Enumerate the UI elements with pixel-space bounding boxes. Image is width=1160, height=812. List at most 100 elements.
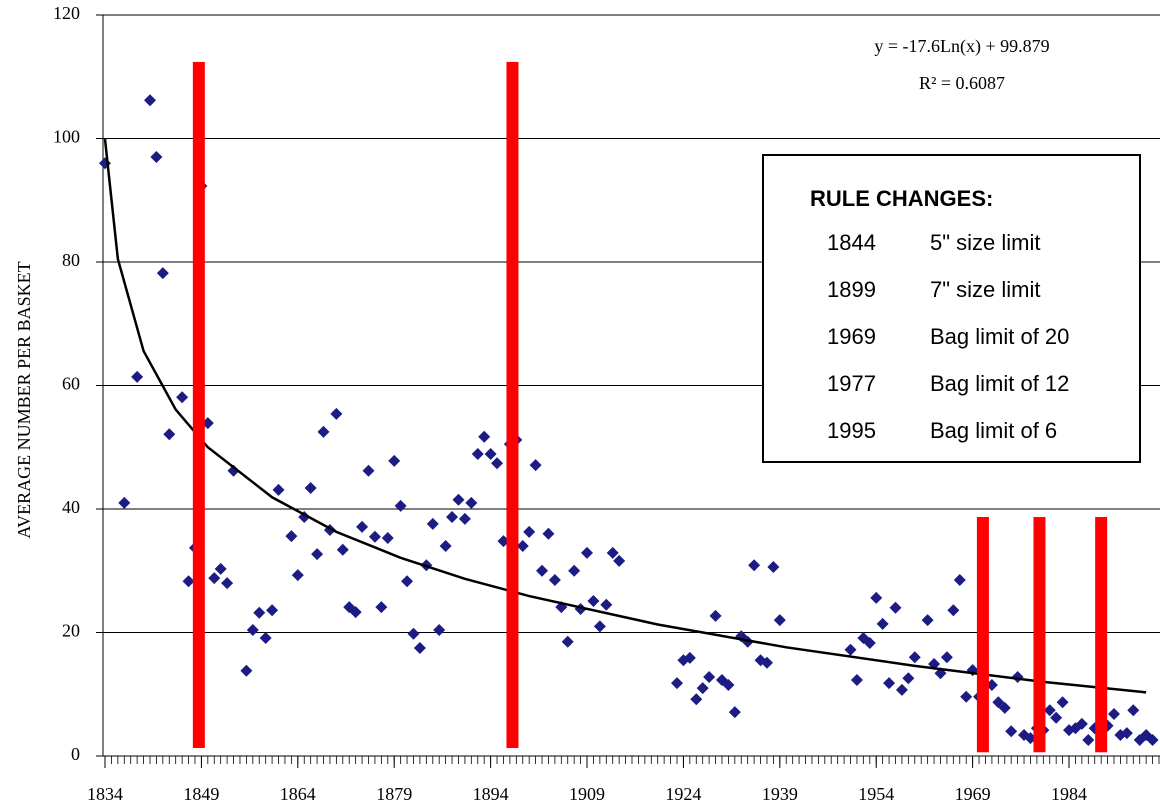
data-point [446,511,459,524]
y-tick-label: 120 [53,3,80,23]
data-point [356,520,369,533]
data-point [259,632,272,645]
data-point [362,464,375,477]
data-point [240,664,253,677]
data-point [336,543,349,556]
data-point [1127,704,1140,717]
x-tick-label: 1879 [376,784,412,804]
rule-change-line [506,61,519,748]
data-point [176,391,189,404]
data-point [407,627,420,640]
data-point [413,641,426,654]
x-tick-label: 1909 [569,784,605,804]
data-point [266,604,279,617]
x-tick-label: 1849 [183,784,219,804]
data-point [690,693,703,706]
data-point [471,448,484,461]
rule-year: 1977 [827,371,876,396]
data-point [368,530,381,543]
data-point [561,635,574,648]
x-tick-label: 1984 [1051,784,1087,804]
data-point [587,595,600,608]
rule-text: 7" size limit [930,277,1041,302]
rule-text: Bag limit of 20 [930,324,1069,349]
data-point [876,617,889,630]
data-point [1082,733,1095,746]
trend-r-squared: R² = 0.6087 [919,73,1005,93]
data-point [844,643,857,656]
data-point [484,448,497,461]
data-point [317,425,330,438]
data-point [581,546,594,559]
y-tick-label: 40 [62,497,80,517]
data-point [246,624,259,637]
data-point [568,564,581,577]
data-point [478,430,491,443]
data-point [889,601,902,614]
data-point [1043,704,1056,717]
data-point [118,496,131,509]
data-point [947,604,960,617]
data-point [773,614,786,627]
data-point [150,151,163,164]
data-point [600,598,613,611]
data-point [548,574,561,587]
data-point [670,677,683,690]
data-point [433,624,446,637]
data-point [728,706,741,719]
data-point [452,493,465,506]
data-point [523,525,536,538]
rule-year: 1899 [827,277,876,302]
data-point [227,464,240,477]
x-tick-label: 1969 [955,784,991,804]
x-tick-label: 1939 [762,784,798,804]
data-point [613,554,626,567]
data-point [883,677,896,690]
data-point [375,601,388,614]
data-point [863,636,876,649]
data-point [208,572,221,585]
data-point [426,517,439,530]
data-point [182,575,195,588]
x-tick-label: 1864 [280,784,316,804]
rule-changes-box [762,154,1141,463]
data-point [304,482,317,495]
rule-change-line [976,517,989,753]
data-point [394,499,407,512]
data-point [895,683,908,696]
data-point [1075,717,1088,730]
y-tick-label: 100 [53,127,80,147]
data-point [940,651,953,664]
data-point [960,690,973,703]
data-point [722,678,735,691]
data-point [1050,711,1063,724]
data-point [593,620,606,633]
data-point [516,540,529,553]
data-point [709,609,722,622]
x-tick-label: 1924 [665,784,701,804]
data-point [291,569,304,582]
rule-text: Bag limit of 6 [930,418,1057,443]
data-point [767,561,780,574]
y-tick-label: 0 [71,744,80,764]
data-point [760,656,773,669]
data-point [381,532,394,545]
data-point [1108,708,1121,721]
data-point [349,606,362,619]
data-point [908,651,921,664]
data-point [253,606,266,619]
data-point [221,577,234,590]
data-point [131,370,144,383]
data-point [388,454,401,467]
data-point [491,457,504,470]
rule-year: 1995 [827,418,876,443]
rule-text: Bag limit of 12 [930,371,1069,396]
data-point [542,527,555,540]
data-point [156,267,169,280]
data-point [850,674,863,687]
data-point [214,562,227,575]
rule-changes-title: RULE CHANGES: [810,186,993,211]
data-point [870,591,883,604]
data-point [703,670,716,683]
